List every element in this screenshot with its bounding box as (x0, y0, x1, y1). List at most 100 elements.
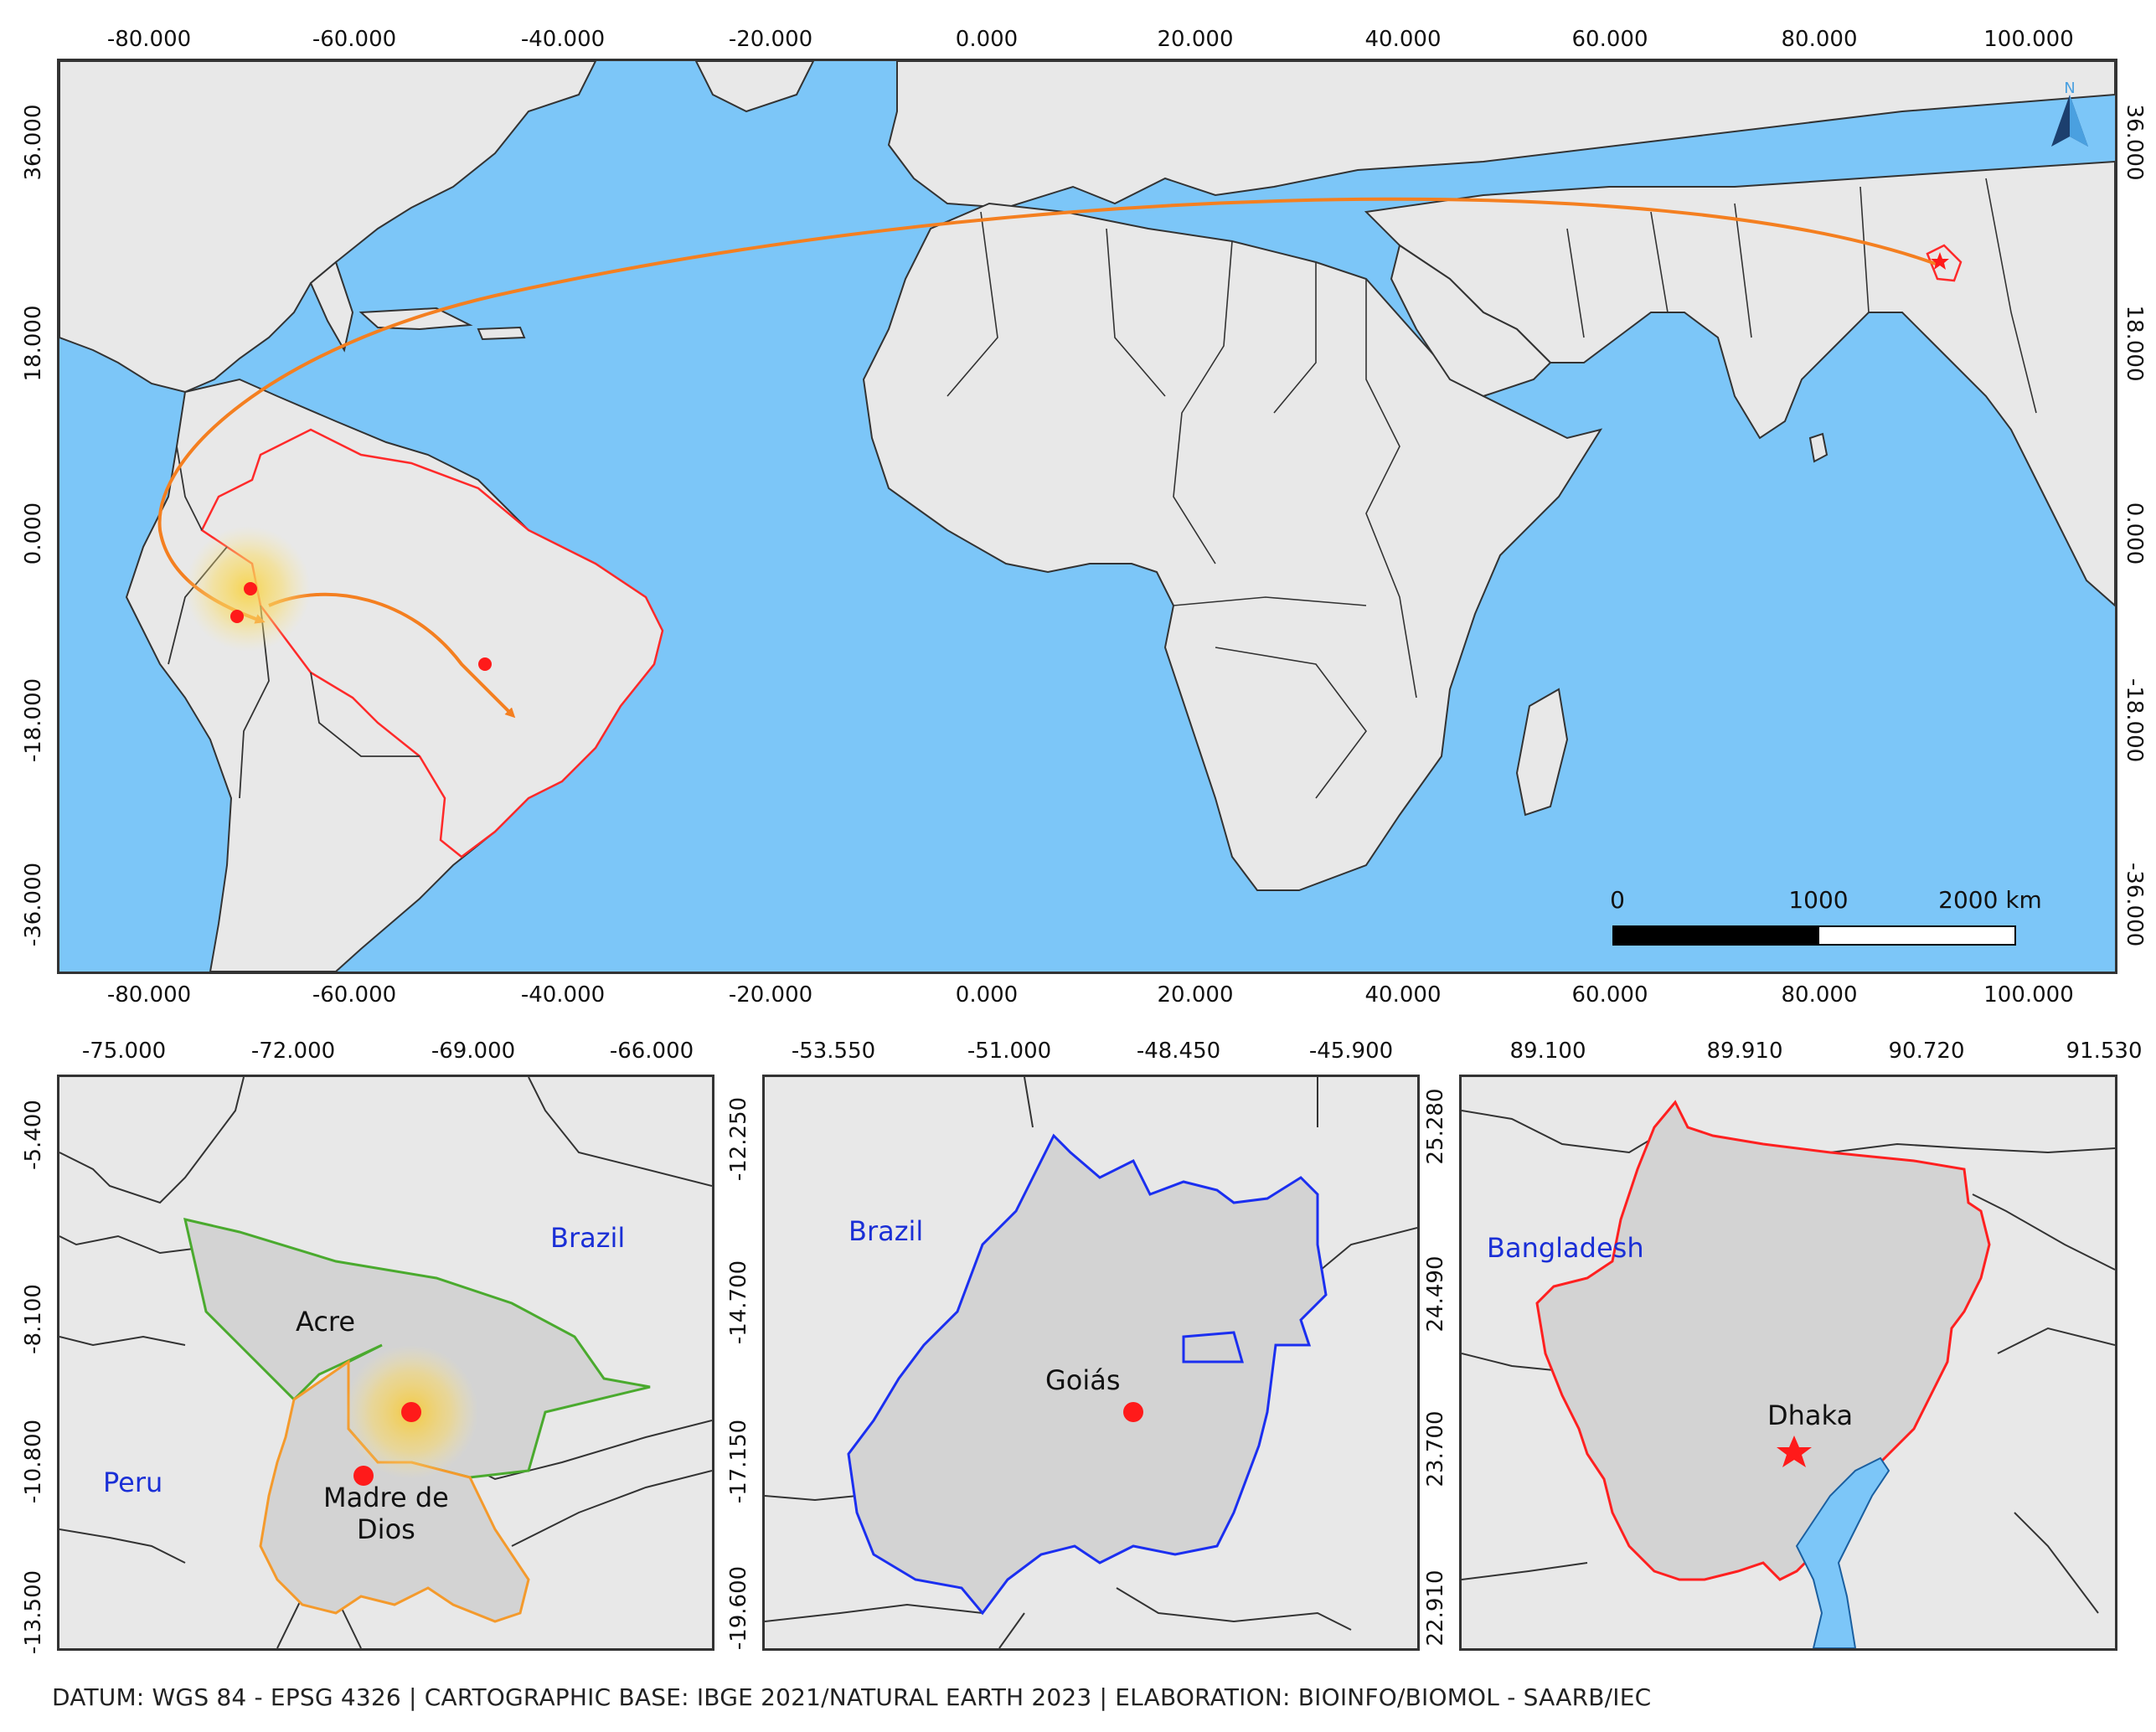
label-peru: Peru (103, 1467, 163, 1498)
goias-inset-point[interactable] (1123, 1402, 1143, 1422)
arabian-peninsula (1390, 244, 1552, 398)
main-left-tick-3: -18.000 (21, 678, 46, 763)
dhaka-left-tick-3: 22.910 (1423, 1570, 1448, 1647)
europe-landmass (887, 61, 2115, 209)
madre-inset-point[interactable] (353, 1466, 374, 1486)
route-dhaka-to-acre (157, 197, 1937, 624)
goias-top-tick-2: -48.450 (1136, 1039, 1221, 1064)
scale-bar-segment-2 (1818, 925, 2016, 946)
main-top-tick-6: 40.000 (1364, 27, 1442, 52)
main-top-tick-9: 100.000 (1983, 27, 2074, 52)
dhaka-star-icon-inset[interactable] (1777, 1436, 1812, 1467)
scale-label-1000: 1000 (1788, 886, 1849, 914)
north-america-landmass (59, 61, 597, 394)
africa-landmass (862, 202, 1603, 891)
main-bottom-tick-6: 40.000 (1364, 982, 1442, 1008)
south-america-borders (168, 446, 420, 799)
goias-left-tick-2: -17.150 (726, 1419, 751, 1504)
label-brazil-acre-inset: Brazil (550, 1222, 626, 1254)
footer-credits: DATUM: WGS 84 - EPSG 4326 | CARTOGRAPHIC… (52, 1683, 1652, 1711)
bangladesh-boundary (1926, 244, 1963, 282)
route-acre-to-goias (268, 592, 516, 719)
main-top-tick-7: 60.000 (1571, 27, 1648, 52)
main-bottom-tick-9: 100.000 (1983, 982, 2074, 1008)
goias-background-borders (765, 1077, 1417, 1648)
main-bottom-tick-5: 20.000 (1157, 982, 1234, 1008)
goias-left-tick-0: -12.250 (726, 1096, 751, 1182)
main-top-tick-0: -80.000 (106, 27, 192, 52)
acre-left-tick-1: -8.100 (21, 1284, 46, 1354)
africa-asia-borders (946, 178, 2037, 799)
acre-top-tick-1: -72.000 (250, 1039, 336, 1064)
goias-top-tick-0: -53.550 (791, 1039, 876, 1064)
dhaka-top-tick-1: 89.910 (1706, 1039, 1783, 1064)
goias-left-tick-1: -14.700 (726, 1260, 751, 1345)
goias-point[interactable] (478, 657, 492, 671)
main-top-tick-4: 0.000 (955, 27, 1019, 52)
main-right-tick-3: -18.000 (2122, 678, 2147, 763)
main-top-tick-2: -40.000 (520, 27, 606, 52)
madre-de-dios-point[interactable] (230, 610, 244, 623)
dhaka-star-icon[interactable] (1931, 252, 1949, 270)
acre-inset-point[interactable] (401, 1402, 421, 1422)
caribbean-islands (358, 307, 526, 341)
north-arrow-icon (2051, 95, 2088, 147)
dhaka-top-tick-2: 90.720 (1888, 1039, 1965, 1064)
label-madre-de-dios: Madre de Dios (323, 1482, 449, 1545)
main-right-tick-1: 18.000 (2122, 305, 2147, 382)
inset-acre-canvas (59, 1077, 712, 1648)
goias-top-tick-3: -45.900 (1308, 1039, 1394, 1064)
inset-goias-canvas (765, 1077, 1417, 1648)
acre-left-tick-2: -10.800 (21, 1419, 46, 1504)
main-left-tick-2: 0.000 (21, 502, 46, 565)
florida-peninsula (309, 260, 354, 353)
main-bottom-tick-7: 60.000 (1571, 982, 1648, 1008)
goias-top-tick-1: -51.000 (967, 1039, 1052, 1064)
dhaka-background-borders (1462, 1110, 2115, 1614)
inset-acre-map[interactable]: Acre Madre de Dios Brazil Peru (57, 1075, 714, 1651)
main-left-tick-0: 36.000 (21, 104, 46, 181)
acre-background-borders (59, 1077, 712, 1648)
madagascar (1515, 688, 1569, 817)
scale-label-2000: 2000 km (1938, 886, 2042, 914)
main-top-tick-5: 20.000 (1157, 27, 1234, 52)
main-bottom-tick-4: 0.000 (955, 982, 1019, 1008)
main-top-tick-1: -60.000 (312, 27, 397, 52)
main-right-tick-2: 0.000 (2122, 502, 2147, 565)
acre-top-tick-0: -75.000 (81, 1039, 167, 1064)
main-top-tick-3: -20.000 (728, 27, 813, 52)
goias-enclave (1182, 1331, 1244, 1363)
main-bottom-tick-8: 80.000 (1781, 982, 1858, 1008)
north-arrow-label: N (2064, 80, 2075, 97)
greenland (694, 61, 815, 113)
dhaka-top-tick-0: 89.100 (1509, 1039, 1586, 1064)
main-top-tick-8: 80.000 (1781, 27, 1858, 52)
dhaka-top-tick-3: 91.530 (2066, 1039, 2143, 1064)
acre-left-tick-3: -13.500 (21, 1570, 46, 1655)
label-brazil-goias-inset: Brazil (848, 1215, 924, 1247)
dhaka-left-tick-1: 24.490 (1423, 1255, 1448, 1333)
dhaka-river-water (1795, 1456, 1890, 1648)
main-map[interactable]: N 0 1000 2000 km (57, 59, 2117, 974)
sri-lanka (1808, 432, 1828, 463)
acre-left-tick-0: -5.400 (21, 1100, 46, 1170)
label-bangladesh: Bangladesh (1487, 1232, 1644, 1264)
main-right-tick-0: 36.000 (2122, 104, 2147, 181)
label-goias: Goiás (1045, 1364, 1121, 1396)
main-bottom-tick-2: -40.000 (520, 982, 606, 1008)
label-dhaka: Dhaka (1767, 1400, 1854, 1431)
main-bottom-tick-3: -20.000 (728, 982, 813, 1008)
scale-label-0: 0 (1610, 886, 1625, 914)
main-bottom-tick-1: -60.000 (312, 982, 397, 1008)
dhaka-left-tick-2: 23.700 (1423, 1410, 1448, 1487)
inset-dhaka-map[interactable]: Dhaka Bangladesh (1459, 1075, 2117, 1651)
main-map-canvas: N (59, 61, 2115, 972)
goias-boundary (847, 1133, 1328, 1616)
inset-goias-map[interactable]: Goiás Brazil (762, 1075, 1420, 1651)
goias-left-tick-3: -19.600 (726, 1565, 751, 1651)
dhaka-left-tick-0: 25.280 (1423, 1088, 1448, 1165)
acre-top-tick-2: -69.000 (431, 1039, 516, 1064)
main-right-tick-4: -36.000 (2122, 862, 2147, 947)
acre-point[interactable] (244, 582, 257, 595)
scale-bar-segment-1 (1612, 925, 1819, 946)
